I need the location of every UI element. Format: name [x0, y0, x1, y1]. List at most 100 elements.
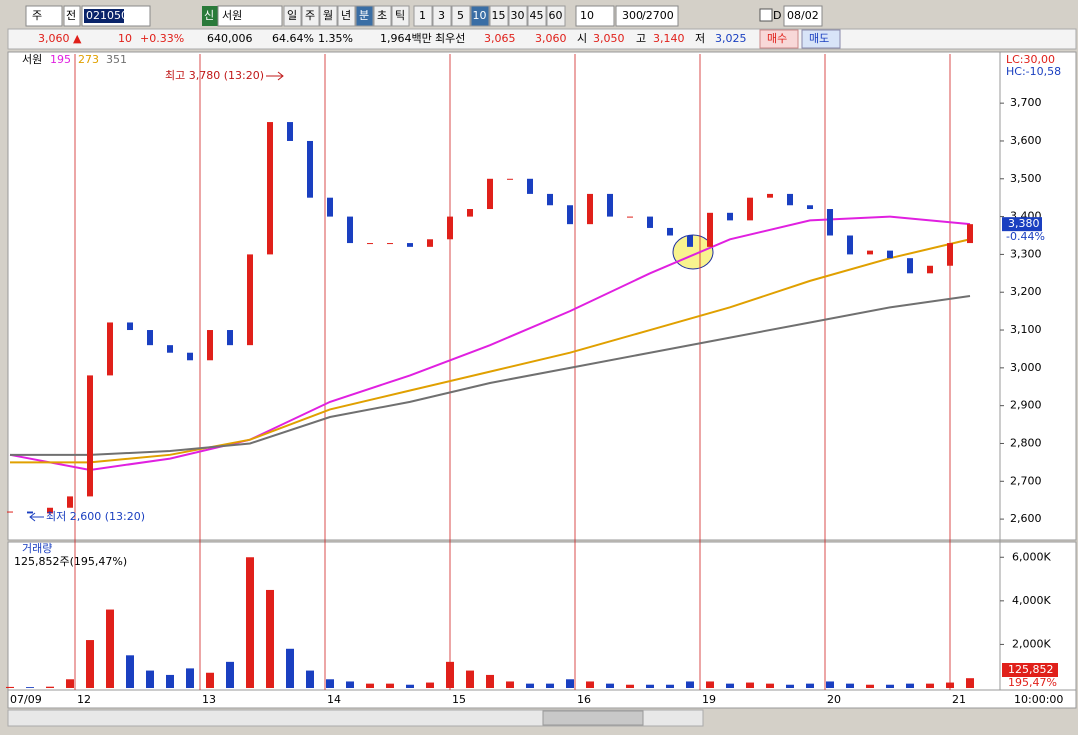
volume-bar [706, 681, 714, 688]
period-button[interactable] [470, 5, 490, 27]
current-price-box [1002, 217, 1042, 232]
candle [487, 178, 493, 210]
moving-average [10, 295, 971, 456]
volume-bar [326, 679, 334, 688]
candle [427, 239, 433, 247]
candle [27, 511, 33, 514]
scroll-thumb[interactable] [542, 710, 644, 726]
volume-bar [266, 589, 274, 688]
volume-bar [6, 686, 14, 688]
moving-average [10, 238, 971, 464]
volume-bar [726, 683, 734, 688]
candle [567, 205, 573, 225]
candle [87, 375, 93, 497]
step-box[interactable] [575, 5, 615, 27]
count-box[interactable] [615, 5, 679, 27]
market-box[interactable] [63, 5, 81, 27]
volume-bar [346, 681, 354, 688]
low-arrow [29, 512, 44, 522]
volume-tick-label: 2,000K [1012, 637, 1051, 650]
candle [667, 227, 673, 236]
volume-bar [966, 678, 974, 688]
candle [607, 193, 613, 217]
volume-bar [446, 661, 454, 688]
y-tick-label: 3,100 [1010, 323, 1042, 336]
info-high-label: 고 [636, 32, 646, 45]
name-box[interactable] [217, 5, 283, 27]
buy-button[interactable] [759, 29, 799, 49]
volume-bar [526, 683, 534, 688]
candle [327, 197, 333, 217]
candle [227, 330, 233, 346]
volume-bar [246, 557, 254, 688]
volume-bar [926, 683, 934, 688]
volume-bar [686, 681, 694, 688]
date-label: 16 [577, 693, 591, 706]
scrollbar[interactable] [7, 709, 704, 727]
period-button[interactable] [301, 5, 320, 27]
sell-button[interactable] [801, 29, 841, 49]
step: 10 [580, 9, 594, 22]
candle [587, 193, 593, 225]
candle [827, 209, 833, 236]
badge: 신 [204, 9, 214, 22]
period-button[interactable] [355, 5, 374, 27]
candle [907, 258, 913, 274]
period-button[interactable] [451, 5, 471, 27]
y-tick-label: 2,800 [1010, 436, 1042, 449]
candle [147, 330, 153, 346]
candle [407, 243, 413, 247]
info-rate: +0.33% [140, 32, 184, 45]
period-label: 년 [341, 9, 351, 22]
candle [767, 193, 773, 198]
info-turnover: 1.35% [318, 32, 353, 45]
volume-bar [626, 684, 634, 688]
period-button[interactable] [283, 5, 302, 27]
volume-bar [146, 670, 154, 688]
candle [187, 352, 193, 361]
volume-bar [886, 684, 894, 688]
period-button[interactable] [508, 5, 528, 27]
volume-bar [766, 683, 774, 688]
date-label: 12 [77, 693, 91, 706]
y-tick-label: 3,000 [1010, 361, 1042, 374]
period-button[interactable] [432, 5, 452, 27]
period-button[interactable] [373, 5, 392, 27]
volume-bar [286, 648, 294, 688]
period-button[interactable] [391, 5, 410, 27]
kind-box[interactable] [25, 5, 63, 27]
volume-bar [846, 683, 854, 688]
period-button[interactable] [489, 5, 509, 27]
y-tick-label: 2,600 [1010, 512, 1042, 525]
candle [347, 216, 353, 244]
volume-bar [466, 670, 474, 688]
period-label: 60 [549, 9, 563, 22]
date-box[interactable] [783, 5, 823, 27]
d-check[interactable] [759, 8, 773, 22]
period-label: 분 [359, 9, 369, 22]
volume-bar [426, 682, 434, 688]
legend-name: 서원 [22, 53, 42, 66]
period-button[interactable] [319, 5, 338, 27]
period-label: 30 [511, 9, 525, 22]
current-change: -0.44% [1006, 230, 1045, 243]
y-tick-label: 3,200 [1010, 285, 1042, 298]
period-button[interactable] [527, 5, 547, 27]
period-button[interactable] [546, 5, 566, 27]
date-label: 14 [327, 693, 341, 706]
legend-period: 351 [106, 53, 127, 66]
info-low: 3,025 [715, 32, 747, 45]
period-button[interactable] [337, 5, 356, 27]
date-label: 20 [827, 693, 841, 706]
volume-current-rate: 195,47% [1008, 676, 1057, 689]
candle [167, 345, 173, 353]
volume-bar [546, 683, 554, 688]
period-label: 45 [530, 9, 544, 22]
count: 300 [622, 9, 643, 22]
candle [267, 122, 273, 255]
code: 021050 [86, 9, 128, 22]
period-button[interactable] [413, 5, 433, 27]
volume-bar [906, 683, 914, 688]
volume-bar [746, 682, 754, 688]
candle [927, 265, 933, 274]
